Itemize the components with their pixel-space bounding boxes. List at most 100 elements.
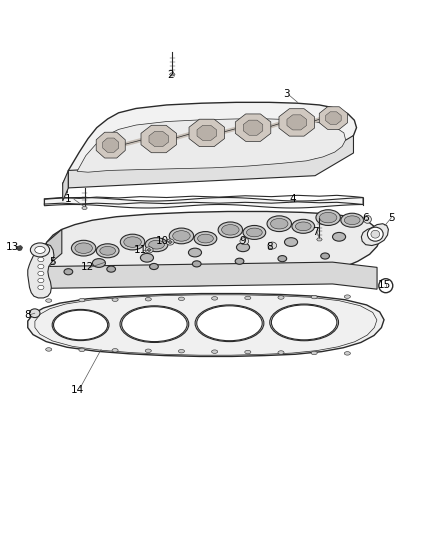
Polygon shape: [63, 102, 357, 193]
Ellipse shape: [194, 231, 217, 246]
Polygon shape: [147, 248, 151, 252]
Ellipse shape: [278, 256, 287, 262]
Ellipse shape: [198, 234, 213, 243]
Ellipse shape: [218, 222, 243, 238]
Ellipse shape: [141, 253, 153, 262]
Ellipse shape: [371, 230, 380, 238]
Ellipse shape: [64, 269, 73, 275]
Ellipse shape: [173, 231, 190, 241]
Text: 7: 7: [312, 227, 318, 237]
Ellipse shape: [319, 212, 337, 223]
Ellipse shape: [38, 257, 44, 262]
Ellipse shape: [344, 352, 350, 355]
Ellipse shape: [222, 224, 239, 235]
Ellipse shape: [79, 348, 85, 352]
Ellipse shape: [52, 310, 109, 341]
Ellipse shape: [120, 306, 189, 343]
Ellipse shape: [271, 219, 288, 229]
Ellipse shape: [38, 271, 44, 276]
Polygon shape: [44, 198, 363, 208]
Ellipse shape: [38, 278, 44, 282]
Polygon shape: [16, 246, 22, 251]
Ellipse shape: [267, 216, 291, 231]
Polygon shape: [287, 115, 307, 130]
Text: 9: 9: [240, 236, 246, 246]
Ellipse shape: [237, 243, 250, 252]
Text: 8: 8: [25, 310, 31, 320]
Polygon shape: [279, 109, 314, 136]
Ellipse shape: [243, 225, 266, 239]
Ellipse shape: [344, 216, 360, 224]
Ellipse shape: [188, 248, 201, 257]
Polygon shape: [189, 119, 225, 147]
Ellipse shape: [75, 243, 92, 253]
Polygon shape: [235, 114, 271, 141]
Ellipse shape: [149, 240, 164, 249]
Ellipse shape: [145, 349, 151, 352]
Text: 3: 3: [283, 89, 290, 99]
Text: 15: 15: [378, 280, 392, 290]
Ellipse shape: [38, 285, 44, 289]
Ellipse shape: [212, 297, 218, 300]
Polygon shape: [44, 243, 46, 288]
Ellipse shape: [285, 238, 297, 246]
Text: 12: 12: [81, 262, 94, 272]
Ellipse shape: [38, 264, 44, 269]
Ellipse shape: [107, 266, 116, 272]
Ellipse shape: [344, 295, 350, 298]
Polygon shape: [168, 240, 172, 244]
Ellipse shape: [195, 305, 264, 342]
Ellipse shape: [46, 348, 52, 351]
Ellipse shape: [270, 304, 339, 341]
Polygon shape: [103, 138, 119, 152]
Polygon shape: [44, 262, 377, 289]
Polygon shape: [28, 244, 54, 298]
Ellipse shape: [240, 238, 249, 245]
Polygon shape: [44, 229, 62, 288]
Polygon shape: [141, 125, 177, 153]
Ellipse shape: [367, 227, 383, 241]
Ellipse shape: [145, 297, 151, 301]
Text: 2: 2: [167, 70, 173, 80]
Polygon shape: [170, 73, 175, 76]
Text: 4: 4: [289, 194, 296, 204]
Ellipse shape: [235, 258, 244, 264]
Ellipse shape: [278, 351, 284, 354]
Ellipse shape: [92, 259, 106, 268]
Ellipse shape: [35, 246, 45, 253]
Ellipse shape: [311, 295, 317, 299]
Polygon shape: [361, 224, 389, 246]
Ellipse shape: [122, 306, 187, 342]
Ellipse shape: [124, 237, 141, 247]
Polygon shape: [325, 112, 341, 124]
Ellipse shape: [178, 297, 184, 301]
Ellipse shape: [332, 232, 346, 241]
Ellipse shape: [245, 296, 251, 300]
Ellipse shape: [192, 261, 201, 267]
Polygon shape: [77, 119, 346, 172]
Ellipse shape: [321, 253, 329, 259]
Ellipse shape: [145, 238, 168, 252]
Ellipse shape: [166, 239, 174, 245]
Ellipse shape: [53, 310, 108, 340]
Ellipse shape: [29, 309, 40, 318]
Ellipse shape: [197, 306, 262, 341]
Text: 14: 14: [71, 385, 84, 394]
Ellipse shape: [71, 240, 96, 256]
Ellipse shape: [178, 350, 184, 353]
Polygon shape: [44, 212, 381, 286]
Text: 5: 5: [388, 214, 395, 223]
Polygon shape: [317, 238, 322, 241]
Text: 6: 6: [362, 214, 369, 223]
Ellipse shape: [120, 234, 145, 250]
Polygon shape: [243, 120, 263, 135]
Ellipse shape: [268, 242, 277, 249]
Ellipse shape: [341, 213, 364, 227]
Ellipse shape: [278, 296, 284, 299]
Polygon shape: [82, 206, 87, 209]
Ellipse shape: [150, 263, 158, 270]
Polygon shape: [63, 171, 68, 201]
Text: 13: 13: [6, 242, 20, 252]
Ellipse shape: [212, 350, 218, 353]
Text: 10: 10: [155, 236, 169, 246]
